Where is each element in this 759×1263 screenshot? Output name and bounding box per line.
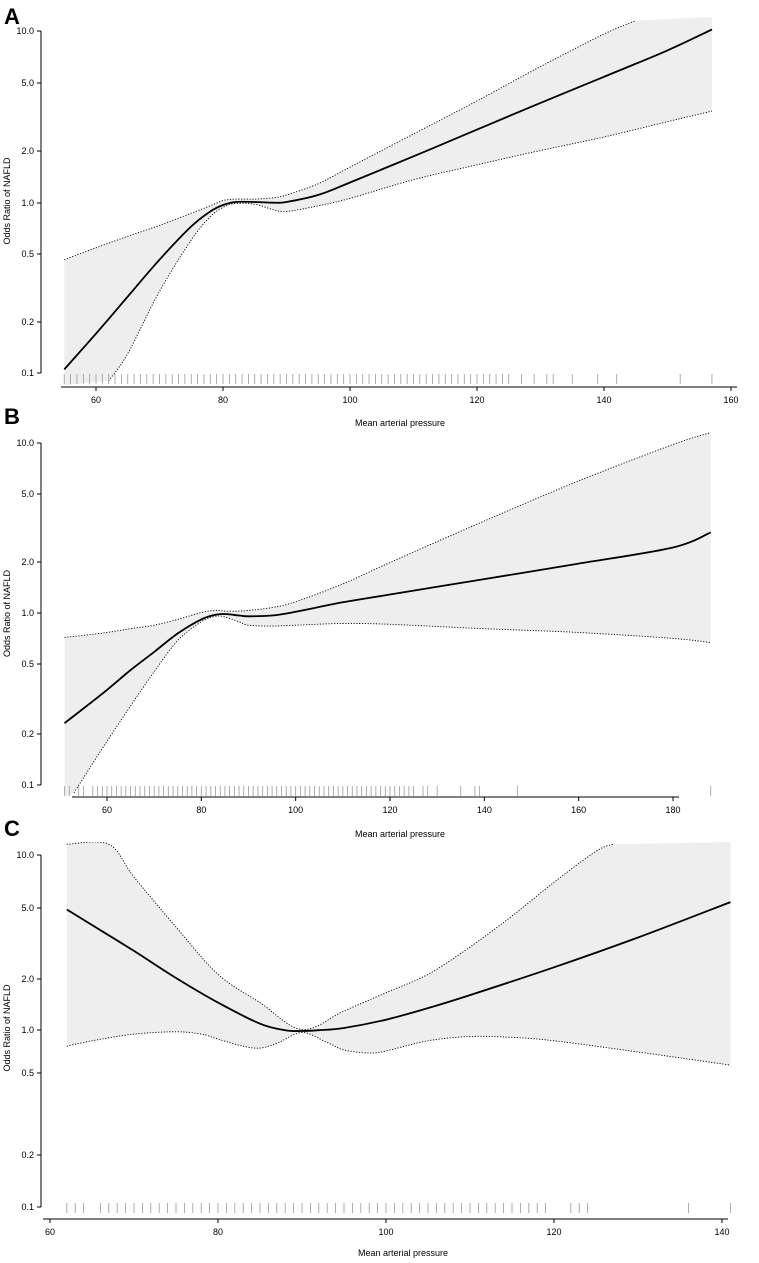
- chart-panel-c: 0.1 0.2 0.5 1.0 2.0 5.0 10.0 60 80 100 120 140 Mean …: [2, 816, 731, 1258]
- panel-label: A: [4, 4, 20, 29]
- rug: [63, 374, 713, 384]
- odds-ratio-line: [66, 901, 731, 1032]
- ci-band: [64, 17, 712, 385]
- y-tick-label: 5.0: [21, 489, 34, 499]
- y-tick-label: 1.0: [21, 608, 34, 618]
- x-tick-label: 80: [218, 395, 228, 405]
- y-tick-label: 10.0: [16, 438, 34, 448]
- y-tick-label: 10.0: [16, 850, 34, 860]
- x-tick-label: 60: [45, 1227, 55, 1237]
- x-tick-label: 100: [378, 1227, 393, 1237]
- x-tick-label: 100: [342, 395, 357, 405]
- x-tick-label: 160: [571, 805, 586, 815]
- y-tick-label: 2.0: [21, 146, 34, 156]
- y-axis-title: Odds Ratio of NAFLD: [2, 984, 12, 1072]
- rug: [64, 786, 712, 796]
- lower-ci-line: [66, 1031, 731, 1066]
- odds-ratio-line: [63, 531, 712, 724]
- panel-label: B: [4, 404, 20, 429]
- ci-band: [66, 842, 731, 1214]
- x-axis-title: Mean arterial pressure: [355, 829, 445, 839]
- x-tick-label: 60: [102, 805, 112, 815]
- chart-panel-b: 0.1 0.2 0.5 1.0 2.0 5.0 10.0 60 80 100 120 140 160 18…: [2, 404, 712, 839]
- panel-label: C: [4, 816, 20, 841]
- upper-ci-line: [64, 20, 636, 261]
- x-axis-title: Mean arterial pressure: [358, 1248, 448, 1258]
- y-tick-label: 1.0: [21, 198, 34, 208]
- ci-band: [64, 430, 711, 797]
- y-tick-label: 10.0: [16, 26, 34, 36]
- lower-ci-line: [73, 615, 711, 794]
- y-tick-label: 2.0: [21, 974, 34, 984]
- y-tick-label: 2.0: [21, 557, 34, 567]
- y-tick-label: 0.1: [21, 780, 34, 790]
- rug: [66, 1203, 731, 1213]
- x-tick-label: 80: [213, 1227, 223, 1237]
- x-tick-label: 120: [546, 1227, 561, 1237]
- y-tick-label: 5.0: [21, 78, 34, 88]
- chart-panel-a: 0.1 0.2 0.5 1.0 2.0 5.0 10.0 60 80 100 120 140 160 Me…: [2, 4, 739, 428]
- upper-ci-line: [64, 432, 711, 638]
- y-tick-label: 5.0: [21, 903, 34, 913]
- x-tick-label: 180: [665, 805, 680, 815]
- y-tick-label: 0.5: [21, 659, 34, 669]
- x-tick-label: 140: [477, 805, 492, 815]
- y-tick-label: 1.0: [21, 1025, 34, 1035]
- x-tick-label: 80: [196, 805, 206, 815]
- y-tick-label: 0.1: [21, 1202, 34, 1212]
- x-tick-label: 120: [469, 395, 484, 405]
- y-tick-label: 0.1: [21, 368, 34, 378]
- y-tick-label: 0.5: [21, 249, 34, 259]
- y-axis-title: Odds Ratio of NAFLD: [2, 157, 12, 245]
- x-axis-title: Mean arterial pressure: [355, 418, 445, 428]
- x-tick-label: 100: [288, 805, 303, 815]
- x-tick-label: 160: [723, 395, 738, 405]
- y-tick-label: 0.5: [21, 1068, 34, 1078]
- x-tick-label: 140: [714, 1227, 729, 1237]
- x-tick-label: 120: [382, 805, 397, 815]
- y-tick-label: 0.2: [21, 729, 34, 739]
- odds-ratio-line: [63, 28, 713, 370]
- y-axis-title: Odds Ratio of NAFLD: [2, 569, 12, 657]
- x-tick-label: 140: [596, 395, 611, 405]
- y-tick-label: 0.2: [21, 317, 34, 327]
- y-tick-label: 0.2: [21, 1150, 34, 1160]
- x-tick-label: 60: [91, 395, 101, 405]
- upper-ci-line: [66, 842, 613, 1030]
